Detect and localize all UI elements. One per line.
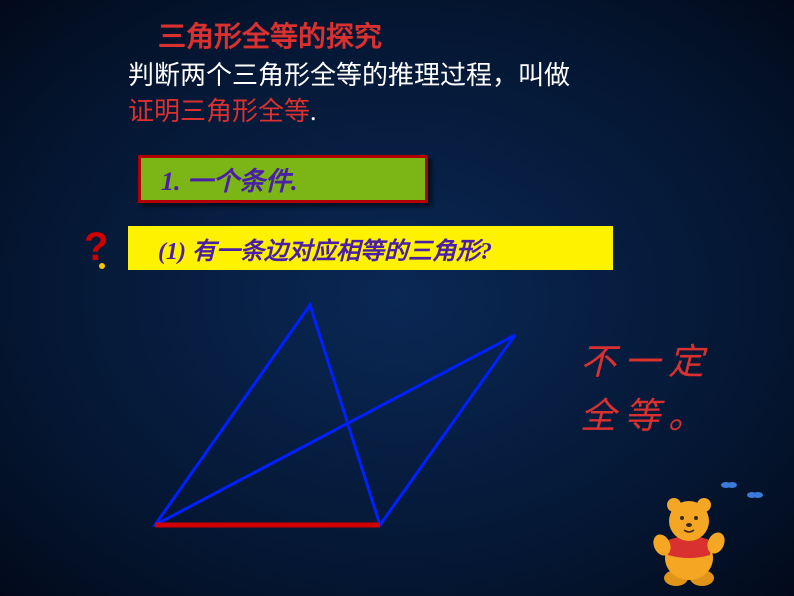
answer-line2: 全等。 xyxy=(580,396,712,436)
answer-text: 不一定 全等。 xyxy=(580,335,712,443)
condition-box: 1. 一个条件. xyxy=(138,155,428,203)
triangle-2 xyxy=(155,335,515,525)
triangles-diagram xyxy=(135,285,545,545)
body-line1: 判断两个三角形全等的推理过程，叫做 xyxy=(128,61,570,90)
pooh-bear-icon xyxy=(650,498,728,586)
question-box: (1) 有一条边对应相等的三角形? xyxy=(128,226,613,270)
condition-text: 1. 一个条件. xyxy=(161,161,298,198)
pooh-decoration-icon xyxy=(614,473,769,588)
butterfly-icon xyxy=(721,482,763,498)
slide-title: 三角形全等的探究 xyxy=(158,15,382,55)
question-text: (1) 有一条边对应相等的三角形? xyxy=(158,231,492,266)
svg-text:?: ? xyxy=(84,228,108,269)
answer-line1: 不一定 xyxy=(580,342,712,382)
body-period: . xyxy=(310,97,317,126)
body-text: 判断两个三角形全等的推理过程，叫做 证明三角形全等. xyxy=(128,58,570,131)
triangle-1 xyxy=(155,305,380,525)
body-red-part: 证明三角形全等 xyxy=(128,97,310,126)
question-mark-icon: ? xyxy=(76,228,120,272)
